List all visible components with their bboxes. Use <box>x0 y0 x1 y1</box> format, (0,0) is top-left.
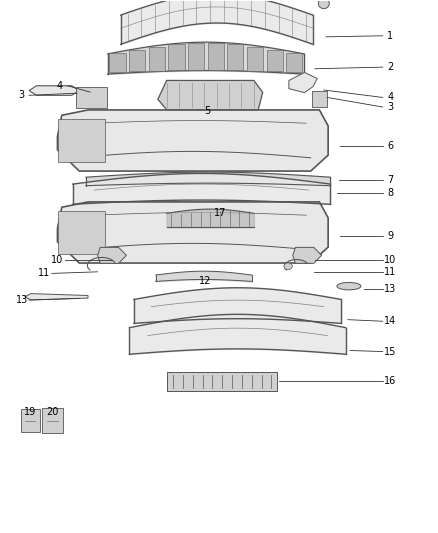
Text: 19: 19 <box>24 407 36 417</box>
FancyBboxPatch shape <box>58 211 105 254</box>
Text: 11: 11 <box>38 269 50 278</box>
PathPatch shape <box>57 202 328 263</box>
PathPatch shape <box>25 294 88 300</box>
Text: 1: 1 <box>387 31 393 41</box>
PathPatch shape <box>289 72 317 93</box>
PathPatch shape <box>29 86 79 95</box>
FancyBboxPatch shape <box>168 44 184 70</box>
Ellipse shape <box>318 0 329 9</box>
FancyBboxPatch shape <box>76 86 107 108</box>
FancyBboxPatch shape <box>58 119 105 162</box>
Text: 6: 6 <box>387 141 393 151</box>
Text: 10: 10 <box>384 255 396 265</box>
PathPatch shape <box>98 247 127 263</box>
Text: 14: 14 <box>384 316 396 326</box>
Text: 20: 20 <box>46 407 58 417</box>
Text: 7: 7 <box>387 175 393 185</box>
FancyBboxPatch shape <box>312 91 327 107</box>
Text: 13: 13 <box>384 284 396 294</box>
FancyBboxPatch shape <box>110 53 126 72</box>
Text: 2: 2 <box>387 62 393 72</box>
PathPatch shape <box>57 110 328 171</box>
Text: 11: 11 <box>384 267 396 277</box>
Text: 13: 13 <box>15 295 28 305</box>
Text: 3: 3 <box>387 102 393 112</box>
FancyBboxPatch shape <box>208 43 224 69</box>
Ellipse shape <box>337 282 361 290</box>
FancyBboxPatch shape <box>42 408 63 433</box>
FancyBboxPatch shape <box>267 50 283 71</box>
Text: 8: 8 <box>387 188 393 198</box>
FancyBboxPatch shape <box>247 47 263 70</box>
Text: 4: 4 <box>57 81 63 91</box>
FancyBboxPatch shape <box>167 372 277 391</box>
Text: 10: 10 <box>51 255 64 265</box>
FancyBboxPatch shape <box>188 43 204 69</box>
FancyBboxPatch shape <box>286 53 302 72</box>
PathPatch shape <box>293 247 321 263</box>
FancyBboxPatch shape <box>129 50 145 71</box>
Text: 4: 4 <box>387 92 393 102</box>
Text: 15: 15 <box>384 346 396 357</box>
Text: 9: 9 <box>387 231 393 241</box>
Text: 12: 12 <box>199 277 211 286</box>
Text: 16: 16 <box>384 376 396 386</box>
FancyBboxPatch shape <box>149 47 165 70</box>
Text: 17: 17 <box>214 208 226 218</box>
Text: 5: 5 <box>205 106 211 116</box>
FancyBboxPatch shape <box>227 44 244 70</box>
FancyBboxPatch shape <box>21 409 40 432</box>
PathPatch shape <box>158 80 263 110</box>
Ellipse shape <box>284 263 292 270</box>
Text: 3: 3 <box>18 90 25 100</box>
